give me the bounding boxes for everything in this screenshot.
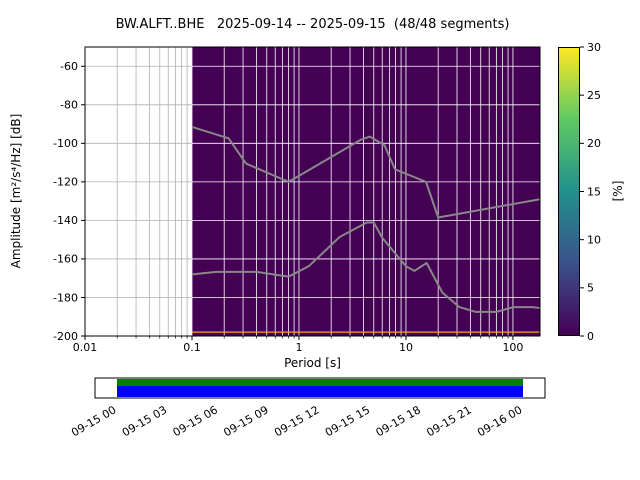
- colorbar-tick-label: 20: [587, 137, 601, 150]
- time-tick-label: 09-15 00: [69, 403, 118, 439]
- x-axis-label: Period [s]: [284, 356, 341, 370]
- x-tick-label: 0.1: [183, 341, 201, 354]
- time-tick-label: 09-15 15: [323, 403, 372, 439]
- y-tick-label: -100: [53, 137, 78, 150]
- colorbar-tick-label: 0: [587, 330, 594, 343]
- y-tick-label: -200: [53, 330, 78, 343]
- y-tick-label: -180: [53, 291, 78, 304]
- x-tick-label: 0.01: [73, 341, 98, 354]
- time-tick-label: 09-15 21: [424, 403, 473, 439]
- x-tick-label: 1: [295, 341, 302, 354]
- x-tick-label: 100: [502, 341, 523, 354]
- colorbar-tick-label: 15: [587, 185, 601, 198]
- availability-extent-bar: [117, 379, 523, 386]
- time-tick-label: 09-15 18: [374, 403, 423, 439]
- plot-title: BW.ALFT..BHE 2025-09-14 -- 2025-09-15 (4…: [115, 17, 510, 32]
- y-tick-label: -160: [53, 253, 78, 266]
- time-tick-label: 09-15 12: [272, 403, 321, 439]
- y-tick-label: -60: [60, 60, 78, 73]
- plot-border: [84, 46, 541, 337]
- noise-model-nhnm-line: [191, 126, 541, 219]
- time-tick-label: 09-15 06: [171, 403, 220, 439]
- time-tick-label: 09-15 03: [120, 403, 169, 439]
- colorbar-tick-label: 25: [587, 89, 601, 102]
- time-tick-label: 09-16 00: [475, 403, 524, 439]
- colorbar-gradient: [558, 47, 580, 336]
- y-tick-label: -120: [53, 176, 78, 189]
- colorbar-tick-label: 10: [587, 233, 601, 246]
- y-tick-label: -80: [60, 99, 78, 112]
- colorbar-tick-label: 5: [587, 282, 594, 295]
- noise-model-nlnm-line: [191, 221, 541, 313]
- x-tick-label: 10: [399, 341, 413, 354]
- availability-coverage-bar: [117, 386, 523, 397]
- histogram-area: [191, 47, 540, 336]
- y-tick-label: -140: [53, 214, 78, 227]
- colorbar-tick-label: 30: [587, 41, 601, 54]
- time-tick-label: 09-15 09: [221, 403, 270, 439]
